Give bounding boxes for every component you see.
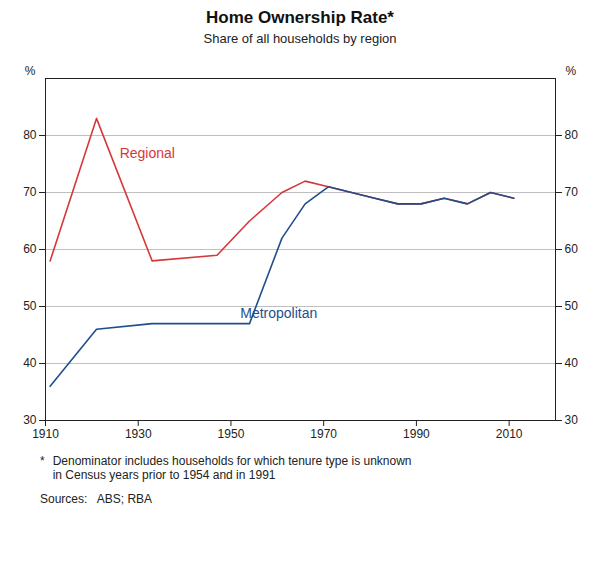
html-text:Share of all households by reg: Share of all households by region [203, 31, 397, 46]
svg-text:Regional: Regional [120, 145, 175, 161]
svg-text:%: % [566, 64, 577, 78]
html-text:Sources: ABS; RBA: Sources: ABS; RBA [40, 492, 153, 506]
svg-text:50: 50 [565, 299, 579, 313]
svg-text:1990: 1990 [403, 427, 430, 441]
html-text:Home Ownership Rate*: Home Ownership Rate* [206, 8, 394, 27]
svg-text:40: 40 [23, 356, 37, 370]
svg-text:40: 40 [565, 356, 579, 370]
svg-text:1950: 1950 [218, 427, 245, 441]
svg-text:70: 70 [23, 185, 37, 199]
svg-text:50: 50 [23, 299, 37, 313]
svg-text:70: 70 [565, 185, 579, 199]
html-text:Denominator includes household: Denominator includes households for whic… [52, 454, 412, 482]
svg-text:30: 30 [23, 413, 37, 427]
svg-text:1970: 1970 [310, 427, 337, 441]
svg-text:60: 60 [23, 242, 37, 256]
svg-text:Metropolitan: Metropolitan [240, 305, 317, 321]
svg-text:60: 60 [565, 242, 579, 256]
svg-text:2010: 2010 [496, 427, 523, 441]
svg-text:30: 30 [565, 413, 579, 427]
svg-text:%: % [25, 64, 36, 78]
svg-text:80: 80 [565, 128, 579, 142]
svg-text:80: 80 [23, 128, 37, 142]
svg-text:1910: 1910 [32, 427, 59, 441]
svg-text:1930: 1930 [125, 427, 152, 441]
